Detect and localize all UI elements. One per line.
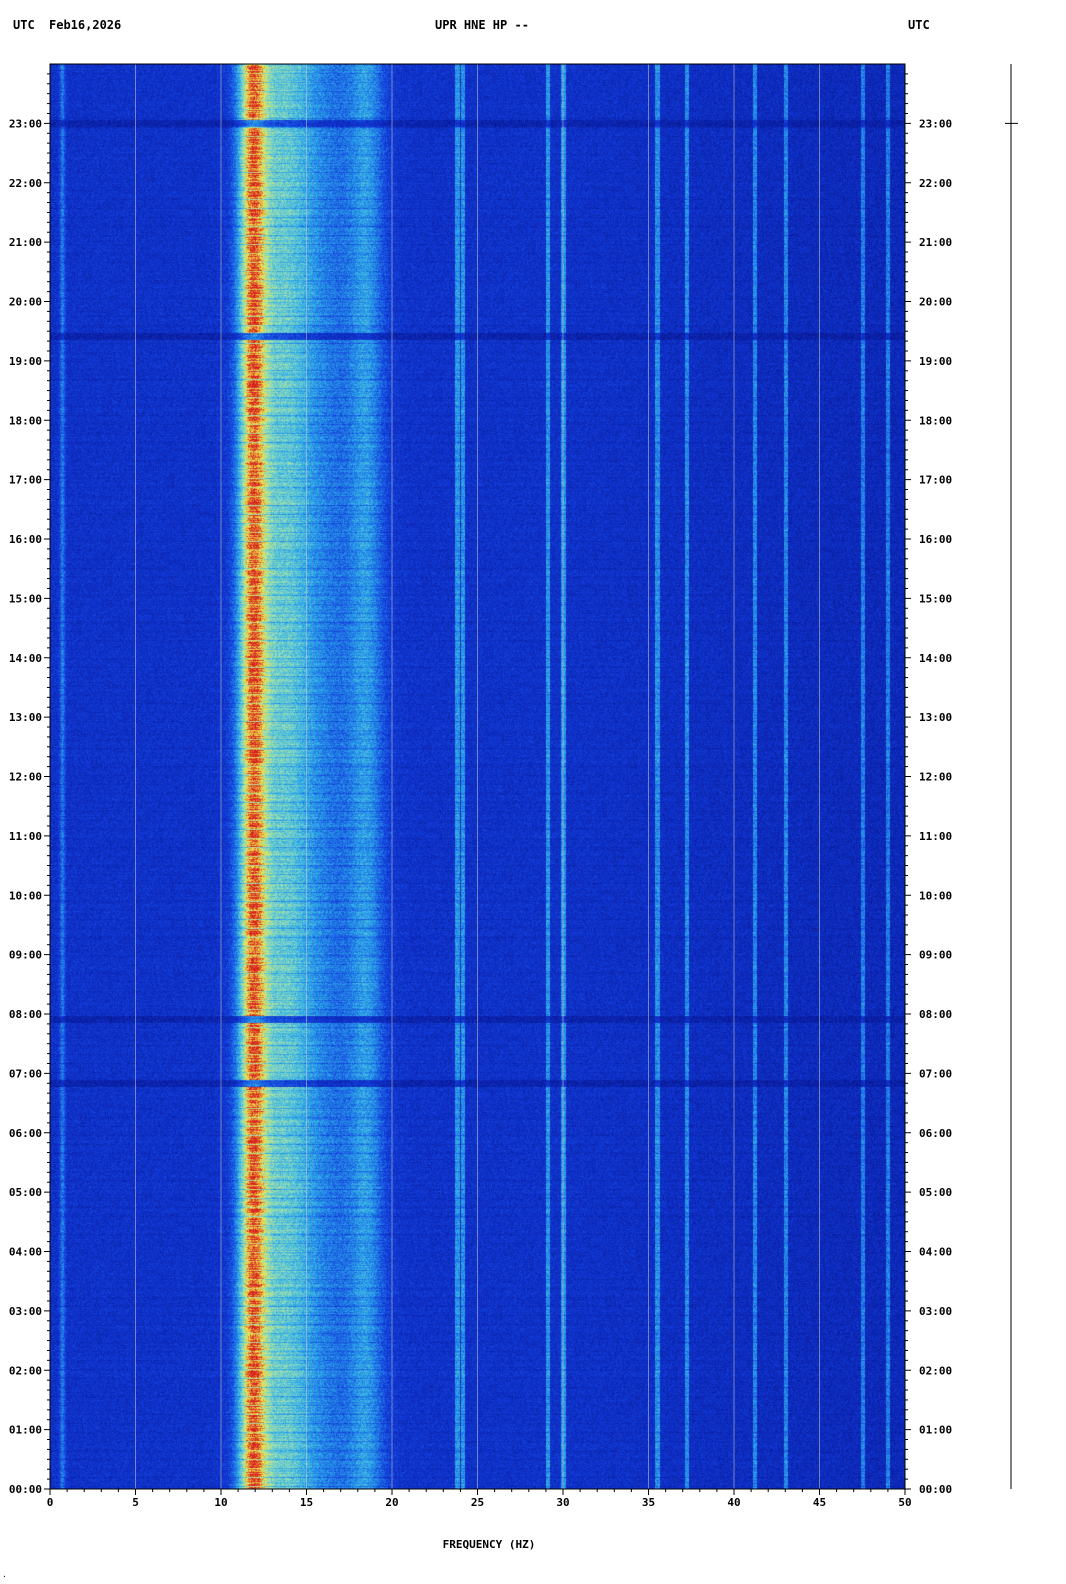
y-tick-label-right: 12:00	[919, 771, 952, 784]
timezone-label-right: UTC	[908, 18, 930, 32]
y-tick-label-left: 06:00	[9, 1127, 42, 1140]
date-label: Feb16,2026	[49, 18, 122, 32]
x-axis-label: FREQUENCY (HZ)	[443, 1538, 536, 1551]
y-tick-label-right: 16:00	[919, 533, 952, 546]
y-tick-label-left: 04:00	[9, 1246, 42, 1259]
y-tick-label-left: 02:00	[9, 1364, 42, 1377]
y-tick-label-right: 09:00	[919, 949, 952, 962]
y-tick-label-right: 13:00	[919, 711, 952, 724]
frequency-gridlines	[49, 64, 906, 1489]
y-tick-label-right: 07:00	[919, 1067, 952, 1080]
y-tick-label-left: 12:00	[9, 771, 42, 784]
y-tick-label-left: 20:00	[9, 296, 42, 309]
y-tick-label-left: 21:00	[9, 236, 42, 249]
station-label: UPR HNE HP --	[435, 18, 529, 32]
y-tick-label-left: 00:00	[9, 1483, 42, 1496]
x-tick-label: 30	[556, 1496, 569, 1509]
y-tick-label-right: 05:00	[919, 1186, 952, 1199]
y-tick-label-left: 17:00	[9, 474, 42, 487]
x-tick-label: 50	[898, 1496, 911, 1509]
y-tick-label-left: 18:00	[9, 414, 42, 427]
y-tick-label-right: 14:00	[919, 652, 952, 665]
y-tick-label-right: 08:00	[919, 1008, 952, 1021]
x-tick-label: 40	[727, 1496, 740, 1509]
x-tick-label: 45	[813, 1496, 826, 1509]
y-tick-label-right: 19:00	[919, 355, 952, 368]
y-tick-label-right: 06:00	[919, 1127, 952, 1140]
y-tick-label-right: 23:00	[919, 117, 952, 130]
y-tick-label-left: 11:00	[9, 830, 42, 843]
y-tick-label-left: 23:00	[9, 117, 42, 130]
y-tick-label-right: 15:00	[919, 592, 952, 605]
y-tick-label-left: 09:00	[9, 949, 42, 962]
y-tick-label-right: 01:00	[919, 1424, 952, 1437]
y-tick-label-left: 03:00	[9, 1305, 42, 1318]
y-tick-label-right: 00:00	[919, 1483, 952, 1496]
x-tick-label: 20	[385, 1496, 398, 1509]
y-tick-label-left: 16:00	[9, 533, 42, 546]
x-tick-label: 10	[214, 1496, 227, 1509]
y-tick-label-right: 18:00	[919, 414, 952, 427]
y-tick-label-left: 14:00	[9, 652, 42, 665]
corner-mark: ·	[2, 1572, 7, 1581]
y-tick-label-left: 19:00	[9, 355, 42, 368]
y-tick-label-right: 04:00	[919, 1246, 952, 1259]
y-tick-label-right: 10:00	[919, 889, 952, 902]
chart-axes: 0 5 10 15 20 25 30 35 40 45 50 00:00 00:00 01:00 01:00…	[9, 63, 952, 1509]
side-trace-marker	[1005, 64, 1018, 1489]
y-tick-label-left: 08:00	[9, 1008, 42, 1021]
y-tick-label-right: 17:00	[919, 474, 952, 487]
x-tick-label: 0	[47, 1496, 54, 1509]
y-tick-label-left: 13:00	[9, 711, 42, 724]
y-tick-label-left: 07:00	[9, 1067, 42, 1080]
y-tick-label-left: 01:00	[9, 1424, 42, 1437]
y-tick-label-right: 11:00	[919, 830, 952, 843]
x-tick-label: 5	[132, 1496, 139, 1509]
y-tick-label-left: 10:00	[9, 889, 42, 902]
y-tick-label-right: 22:00	[919, 177, 952, 190]
y-tick-label-left: 22:00	[9, 177, 42, 190]
y-tick-label-left: 15:00	[9, 592, 42, 605]
y-tick-label-right: 03:00	[919, 1305, 952, 1318]
x-tick-label: 25	[471, 1496, 484, 1509]
y-tick-label-right: 20:00	[919, 296, 952, 309]
x-tick-label: 35	[642, 1496, 655, 1509]
y-tick-label-right: 21:00	[919, 236, 952, 249]
x-tick-label: 15	[300, 1496, 313, 1509]
timezone-label-left: UTC	[13, 18, 35, 32]
y-tick-label-left: 05:00	[9, 1186, 42, 1199]
y-tick-label-right: 02:00	[919, 1364, 952, 1377]
